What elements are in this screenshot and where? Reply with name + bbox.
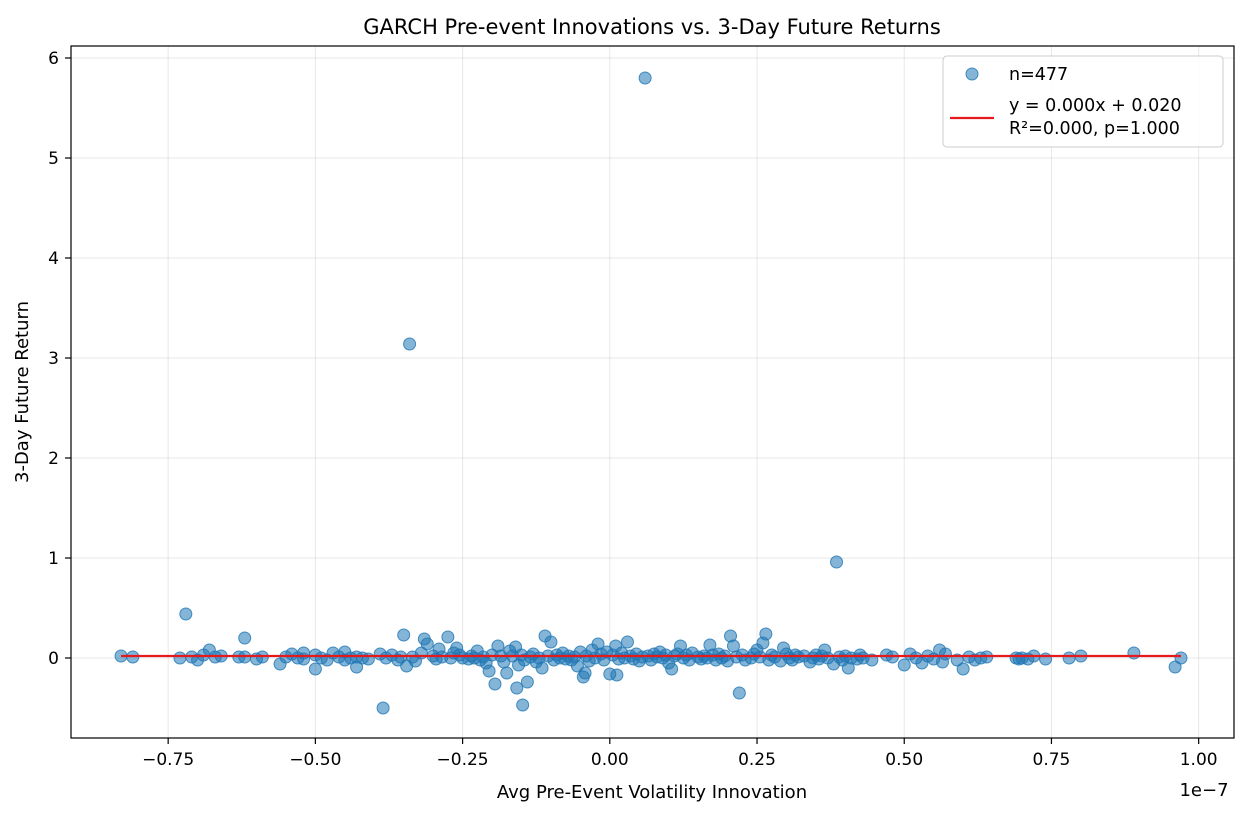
y-tick-label: 1 bbox=[48, 549, 59, 569]
plot-frame bbox=[70, 45, 1235, 739]
data-point bbox=[1168, 660, 1182, 674]
data-point bbox=[238, 631, 252, 645]
legend-label-points: n=477 bbox=[1009, 65, 1068, 85]
data-point bbox=[673, 639, 687, 653]
data-point bbox=[510, 681, 524, 695]
data-point bbox=[665, 662, 679, 676]
x-tick-label: 0.00 bbox=[591, 750, 629, 770]
y-tick-label: 6 bbox=[48, 49, 59, 69]
x-tick-label: 0.50 bbox=[885, 750, 923, 770]
x-tick-label: −0.25 bbox=[437, 750, 489, 770]
y-axis-label: 3-Day Future Return bbox=[12, 301, 33, 483]
data-point bbox=[1062, 651, 1076, 665]
legend-label-fit-stats: R²=0.000, p=1.000 bbox=[1009, 119, 1180, 139]
data-point bbox=[578, 666, 592, 680]
data-point bbox=[361, 652, 375, 666]
x-axis-ticks: −0.75 −0.50 −0.25 0.00 0.25 0.50 0.75 1.00 bbox=[142, 738, 1218, 770]
data-point bbox=[173, 651, 187, 665]
x-axis-scale-label: 1e−7 bbox=[1179, 780, 1228, 801]
data-point bbox=[441, 630, 455, 644]
data-point bbox=[308, 662, 322, 676]
y-tick-label: 5 bbox=[48, 149, 59, 169]
data-point bbox=[520, 675, 534, 689]
x-tick-label: 1.00 bbox=[1180, 750, 1218, 770]
data-point bbox=[535, 661, 549, 675]
legend-marker-points bbox=[965, 67, 979, 81]
data-point bbox=[420, 637, 434, 651]
data-point bbox=[297, 652, 311, 666]
x-tick-label: 0.25 bbox=[738, 750, 776, 770]
x-axis-label: Avg Pre-Event Volatility Innovation bbox=[497, 782, 807, 803]
data-point bbox=[376, 701, 390, 715]
chart-title: GARCH Pre-event Innovations vs. 3-Day Fu… bbox=[363, 15, 941, 39]
data-point bbox=[397, 628, 411, 642]
data-point bbox=[956, 662, 970, 676]
data-point bbox=[403, 337, 417, 351]
legend: n=477 y = 0.000x + 0.020 R²=0.000, p=1.0… bbox=[942, 55, 1224, 148]
data-point bbox=[1127, 646, 1141, 660]
legend-label-fit-equation: y = 0.000x + 0.020 bbox=[1009, 96, 1182, 116]
x-tick-label: −0.50 bbox=[289, 750, 341, 770]
data-point bbox=[830, 555, 844, 569]
data-point bbox=[759, 627, 773, 641]
data-point bbox=[610, 668, 624, 682]
y-tick-label: 4 bbox=[48, 249, 59, 269]
x-tick-label: 0.75 bbox=[1033, 750, 1071, 770]
data-point bbox=[500, 666, 514, 680]
data-point bbox=[1174, 651, 1188, 665]
legend-box bbox=[942, 55, 1224, 148]
data-point bbox=[179, 607, 193, 621]
y-axis-ticks: 0 1 2 3 4 5 6 bbox=[48, 49, 71, 669]
data-point bbox=[938, 647, 952, 661]
data-point bbox=[516, 698, 530, 712]
y-tick-label: 0 bbox=[48, 649, 59, 669]
data-point bbox=[726, 639, 740, 653]
data-point bbox=[482, 664, 496, 678]
data-point bbox=[620, 635, 634, 649]
x-tick-label: −0.75 bbox=[142, 750, 194, 770]
data-point bbox=[897, 658, 911, 672]
data-point bbox=[1039, 652, 1053, 666]
y-tick-label: 3 bbox=[48, 349, 59, 369]
data-point bbox=[488, 677, 502, 691]
data-point bbox=[732, 686, 746, 700]
data-point bbox=[638, 71, 652, 85]
data-point bbox=[544, 635, 558, 649]
y-tick-label: 2 bbox=[48, 449, 59, 469]
